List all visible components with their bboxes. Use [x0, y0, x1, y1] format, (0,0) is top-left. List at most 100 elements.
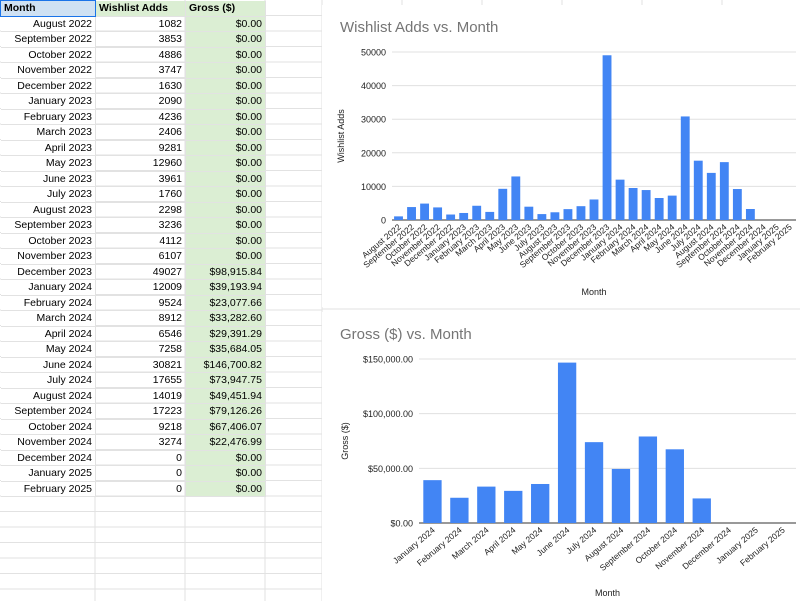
cell-wishlist[interactable]: 9218: [95, 419, 186, 435]
cell-gross[interactable]: $0.00: [185, 217, 266, 234]
cell-wishlist[interactable]: 14019: [95, 388, 186, 404]
cell-month[interactable]: June 2023: [0, 171, 96, 187]
cell-wishlist[interactable]: 4236: [95, 109, 186, 125]
cell-month[interactable]: August 2022: [0, 16, 96, 32]
cell-month[interactable]: April 2023: [0, 140, 96, 156]
cell-gross[interactable]: $0.00: [185, 140, 266, 156]
gross-chart[interactable]: Gross ($) vs. Month $0.00 $50,000.00 $100,…: [322, 312, 800, 601]
header-wishlist[interactable]: Wishlist Adds: [95, 0, 186, 17]
cell-gross[interactable]: $22,476.99: [185, 434, 266, 451]
cell-month[interactable]: June 2024: [0, 357, 96, 373]
cell-month[interactable]: October 2023: [0, 233, 96, 249]
header-gross[interactable]: Gross ($): [185, 0, 266, 17]
cell-month[interactable]: November 2024: [0, 434, 96, 451]
cell-month[interactable]: May 2024: [0, 341, 96, 358]
cell-gross[interactable]: $146,700.82: [185, 357, 266, 373]
cell-wishlist[interactable]: 9524: [95, 295, 186, 311]
cell-gross[interactable]: $67,406.07: [185, 419, 266, 435]
cell-gross[interactable]: $49,451.94: [185, 388, 266, 404]
cell-month[interactable]: July 2024: [0, 372, 96, 389]
cell-month[interactable]: May 2023: [0, 155, 96, 172]
cell-wishlist[interactable]: 6546: [95, 326, 186, 342]
cell-wishlist[interactable]: 3236: [95, 217, 186, 234]
cell-gross[interactable]: $0.00: [185, 62, 266, 79]
cell-wishlist[interactable]: 0: [95, 481, 186, 497]
cell-gross[interactable]: $0.00: [185, 233, 266, 249]
spreadsheet[interactable]: Month Wishlist Adds Gross ($) August 202…: [0, 0, 322, 601]
cell-wishlist[interactable]: 9281: [95, 140, 186, 156]
cell-wishlist[interactable]: 1630: [95, 78, 186, 94]
cell-month[interactable]: August 2024: [0, 388, 96, 404]
cell-wishlist[interactable]: 7258: [95, 341, 186, 358]
cell-wishlist[interactable]: 3747: [95, 62, 186, 79]
cell-month[interactable]: April 2024: [0, 326, 96, 342]
cell-gross[interactable]: $0.00: [185, 109, 266, 125]
cell-wishlist[interactable]: 3853: [95, 31, 186, 48]
cell-gross[interactable]: $35,684.05: [185, 341, 266, 358]
cell-wishlist[interactable]: 4112: [95, 233, 186, 249]
cell-gross[interactable]: $0.00: [185, 78, 266, 94]
cell-gross[interactable]: $0.00: [185, 481, 266, 497]
cell-wishlist[interactable]: 3274: [95, 434, 186, 451]
cell-gross[interactable]: $39,193.94: [185, 279, 266, 296]
cell-month[interactable]: December 2022: [0, 78, 96, 94]
cell-month[interactable]: March 2024: [0, 310, 96, 327]
cell-month[interactable]: September 2022: [0, 31, 96, 48]
cell-wishlist[interactable]: 17655: [95, 372, 186, 389]
cell-gross[interactable]: $0.00: [185, 186, 266, 203]
cell-wishlist[interactable]: 4886: [95, 47, 186, 63]
cell-wishlist[interactable]: 12009: [95, 279, 186, 296]
header-month[interactable]: Month: [0, 0, 96, 17]
cell-month[interactable]: January 2025: [0, 465, 96, 482]
cell-month[interactable]: February 2024: [0, 295, 96, 311]
cell-gross[interactable]: $0.00: [185, 171, 266, 187]
cell-wishlist[interactable]: 1760: [95, 186, 186, 203]
cell-month[interactable]: November 2022: [0, 62, 96, 79]
cell-month[interactable]: August 2023: [0, 202, 96, 218]
cell-wishlist[interactable]: 49027: [95, 264, 186, 280]
cell-wishlist[interactable]: 17223: [95, 403, 186, 420]
cell-wishlist[interactable]: 6107: [95, 248, 186, 265]
cell-gross[interactable]: $29,391.29: [185, 326, 266, 342]
cell-wishlist[interactable]: 0: [95, 465, 186, 482]
cell-wishlist[interactable]: 2298: [95, 202, 186, 218]
cell-month[interactable]: July 2023: [0, 186, 96, 203]
cell-month[interactable]: October 2024: [0, 419, 96, 435]
cell-gross[interactable]: $0.00: [185, 202, 266, 218]
cell-gross[interactable]: $79,126.26: [185, 403, 266, 420]
cell-gross[interactable]: $73,947.75: [185, 372, 266, 389]
cell-month[interactable]: November 2023: [0, 248, 96, 265]
cell-wishlist[interactable]: 3961: [95, 171, 186, 187]
cell-gross[interactable]: $23,077.66: [185, 295, 266, 311]
cell-gross[interactable]: $0.00: [185, 16, 266, 32]
cell-month[interactable]: September 2024: [0, 403, 96, 420]
bar: [504, 490, 523, 523]
cell-gross[interactable]: $98,915.84: [185, 264, 266, 280]
cell-month[interactable]: October 2022: [0, 47, 96, 63]
cell-gross[interactable]: $0.00: [185, 47, 266, 63]
cell-wishlist[interactable]: 0: [95, 450, 186, 466]
cell-month[interactable]: September 2023: [0, 217, 96, 234]
cell-gross[interactable]: $0.00: [185, 465, 266, 482]
cell-month[interactable]: February 2023: [0, 109, 96, 125]
cell-month[interactable]: December 2023: [0, 264, 96, 280]
cell-gross[interactable]: $0.00: [185, 248, 266, 265]
cell-month[interactable]: December 2024: [0, 450, 96, 466]
cell-gross[interactable]: $0.00: [185, 31, 266, 48]
cell-wishlist[interactable]: 2090: [95, 93, 186, 110]
wishlist-chart[interactable]: Wishlist Adds vs. Month 0 10000 20000 30000…: [322, 5, 800, 307]
cell-gross[interactable]: $0.00: [185, 155, 266, 172]
cell-gross[interactable]: $0.00: [185, 124, 266, 141]
cell-wishlist[interactable]: 2406: [95, 124, 186, 141]
cell-month[interactable]: January 2023: [0, 93, 96, 110]
cell-month[interactable]: February 2025: [0, 481, 96, 497]
cell-wishlist[interactable]: 12960: [95, 155, 186, 172]
cell-month[interactable]: March 2023: [0, 124, 96, 141]
cell-month[interactable]: January 2024: [0, 279, 96, 296]
cell-wishlist[interactable]: 1082: [95, 16, 186, 32]
cell-gross[interactable]: $33,282.60: [185, 310, 266, 327]
cell-wishlist[interactable]: 8912: [95, 310, 186, 327]
cell-gross[interactable]: $0.00: [185, 450, 266, 466]
cell-gross[interactable]: $0.00: [185, 93, 266, 110]
cell-wishlist[interactable]: 30821: [95, 357, 186, 373]
